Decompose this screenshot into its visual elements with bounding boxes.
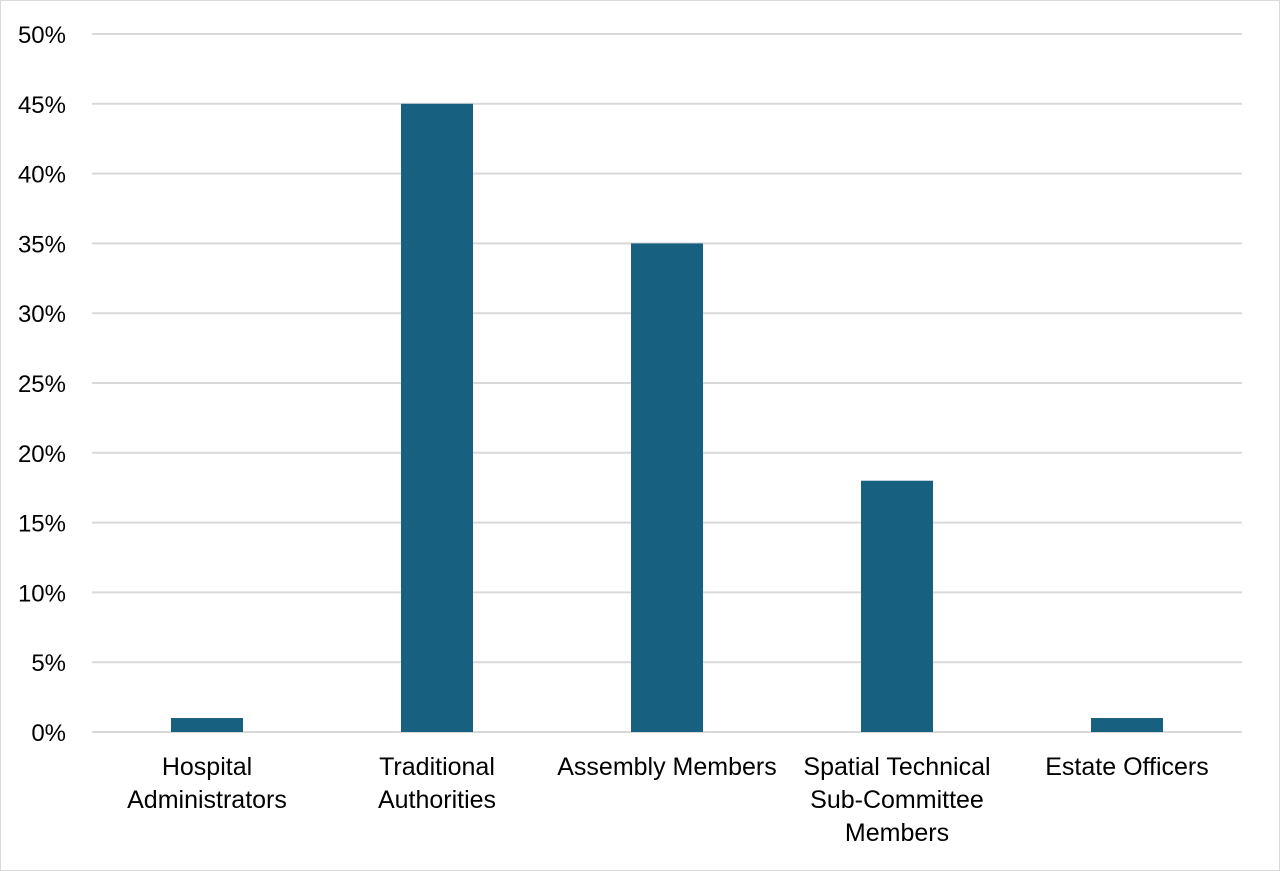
bars [171, 103, 1163, 733]
gridlines [92, 33, 1242, 733]
y-tick-label: 15% [18, 511, 66, 538]
y-tick-label: 45% [18, 92, 66, 119]
y-tick-label: 20% [18, 441, 66, 468]
x-axis-category-labels: Hospital Administrators Traditional Authori… [127, 753, 1209, 847]
bar-2 [631, 243, 703, 732]
bar-4 [1091, 718, 1163, 732]
y-axis-tick-labels: 0% 5% 10% 15% 20% 25% 30% 35% 40% 45% 50% [18, 22, 66, 747]
bar-1 [401, 103, 473, 733]
x-category-label: Hospital Administrators [127, 753, 287, 814]
y-tick-label: 40% [18, 162, 66, 189]
y-tick-label: 10% [18, 580, 66, 607]
y-tick-label: 0% [31, 720, 66, 747]
y-tick-label: 25% [18, 371, 66, 398]
y-tick-label: 35% [18, 231, 66, 258]
x-category-label: Assembly Members [557, 753, 777, 781]
y-tick-label: 50% [18, 22, 66, 49]
y-tick-label: 30% [18, 301, 66, 328]
x-category-label: Estate Officers [1045, 753, 1209, 781]
y-tick-label: 5% [31, 650, 66, 677]
x-category-label: Spatial Technical Sub-Committee Members [803, 753, 990, 847]
bar-0 [171, 718, 243, 732]
x-category-label: Traditional Authorities [378, 753, 496, 814]
bar-3 [861, 480, 933, 732]
